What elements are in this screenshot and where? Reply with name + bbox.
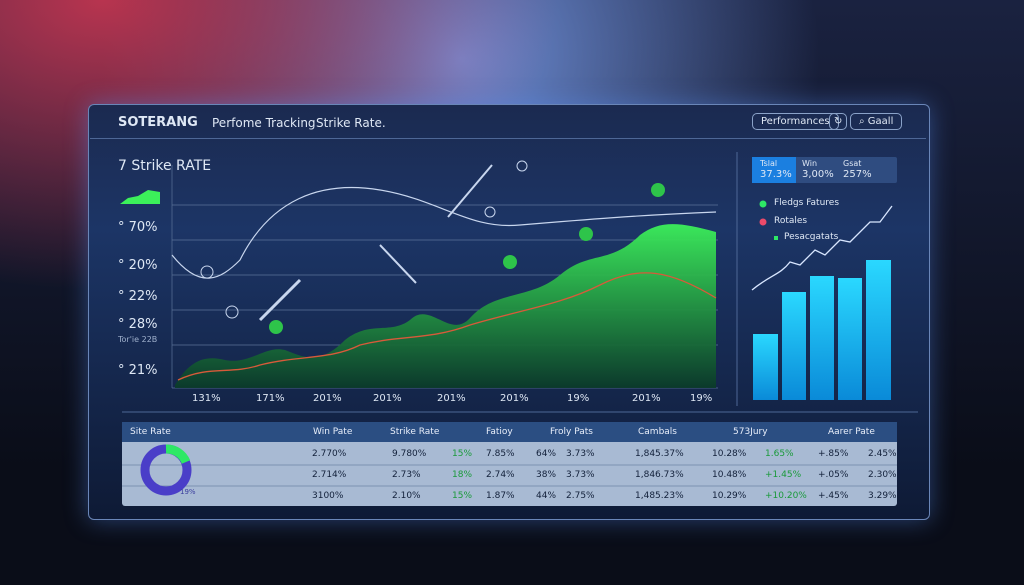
table-header: Site Rate: [130, 427, 171, 437]
legend-entry: Pesacgatats: [784, 232, 839, 242]
table-cell: 1,485.23%: [635, 491, 684, 501]
table-cell: 1,845.37%: [635, 449, 684, 459]
search-button[interactable]: ⌕ Gaall: [850, 113, 903, 130]
table-header: Froly Pats: [550, 427, 593, 437]
y-label: ° 20%: [118, 258, 158, 273]
y-label: ° 21%: [118, 363, 158, 378]
x-label: 201%: [313, 393, 342, 404]
y-label: ° 28%: [118, 317, 158, 332]
table-cell: 2.714%: [312, 470, 347, 480]
table-cell: 18%: [452, 470, 473, 480]
table-header: Cambals: [638, 427, 677, 437]
x-label: 19%: [690, 393, 713, 404]
header-divider: [90, 138, 926, 139]
table-cell: 10.29%: [712, 491, 747, 501]
table-cell: 1.87%: [486, 491, 515, 501]
table-cell: 1,846.73%: [635, 470, 684, 480]
table-cell: 10.48%: [712, 470, 747, 480]
legend-entry: Fledgs Fatures: [774, 198, 840, 208]
stat-header: Tslal: [760, 159, 778, 168]
stat-value: 257%: [843, 169, 872, 180]
table-cell: 15%: [452, 491, 473, 501]
table-cell: 7.85%: [486, 449, 515, 459]
table-cell: 3.73%: [566, 470, 595, 480]
table-cell: +10.20%: [765, 491, 807, 501]
table-header: Strike Rate: [390, 427, 440, 437]
button-label: Gaall: [867, 116, 894, 127]
table-cell: 15%: [452, 449, 473, 459]
table-header: Win Pate: [313, 427, 353, 437]
table-cell: +.45%: [818, 491, 849, 501]
table-cell: 3.73%: [566, 449, 595, 459]
y-note: Tor'ie 22B: [118, 335, 158, 344]
table-cell: 2.75%: [566, 491, 595, 501]
table-header: 573Jury: [733, 427, 768, 437]
x-label: 201%: [437, 393, 466, 404]
stats-highlight: [752, 157, 796, 183]
nav-link[interactable]: Perfome Tracking: [212, 116, 316, 130]
x-label: 201%: [373, 393, 402, 404]
x-label: 171%: [256, 393, 285, 404]
table-cell: +1.45%: [765, 470, 802, 480]
table-cell: 3.29%: [868, 491, 897, 501]
table-cell: 2.73%: [392, 470, 421, 480]
table-header: Fatioy: [486, 427, 513, 437]
stat-header: Win: [802, 159, 818, 168]
table-cell: 2.770%: [312, 449, 347, 459]
table-header: Aarer Pate: [828, 427, 875, 437]
table-cell: +.85%: [818, 449, 849, 459]
legend-entry: Rotales: [774, 216, 808, 226]
x-label: 201%: [500, 393, 529, 404]
x-label: 131%: [192, 393, 221, 404]
donut-label: 19%: [180, 488, 196, 496]
table-cell: 2.10%: [392, 491, 421, 501]
y-label: ° 70%: [118, 220, 158, 235]
refresh-button[interactable]: ↻: [829, 113, 848, 130]
stat-value: 3,00%: [802, 169, 834, 180]
table-cell: +.05%: [818, 470, 849, 480]
x-label: 201%: [632, 393, 661, 404]
table-cell: 38%: [536, 470, 557, 480]
nav-link[interactable]: Strike Rate.: [316, 116, 386, 130]
stat-header: Gsat: [843, 159, 862, 168]
table-cell: 9.780%: [392, 449, 427, 459]
button[interactable]: Performances: [752, 113, 839, 130]
table-cell: 2.74%: [486, 470, 515, 480]
x-label: 19%: [567, 393, 590, 404]
table-cell: 3100%: [312, 491, 344, 501]
y-label: ° 22%: [118, 289, 158, 304]
table-cell: 2.45%: [868, 449, 897, 459]
table-cell: 1.65%: [765, 449, 794, 459]
table-cell: 2.30%: [868, 470, 897, 480]
table-cell: 44%: [536, 491, 557, 501]
chart-title: 7 Strike RATE: [118, 158, 212, 174]
brand: SOTERANG: [118, 115, 198, 130]
stat-value: 37.3%: [760, 169, 792, 180]
table-cell: 64%: [536, 449, 557, 459]
table-cell: 10.28%: [712, 449, 747, 459]
